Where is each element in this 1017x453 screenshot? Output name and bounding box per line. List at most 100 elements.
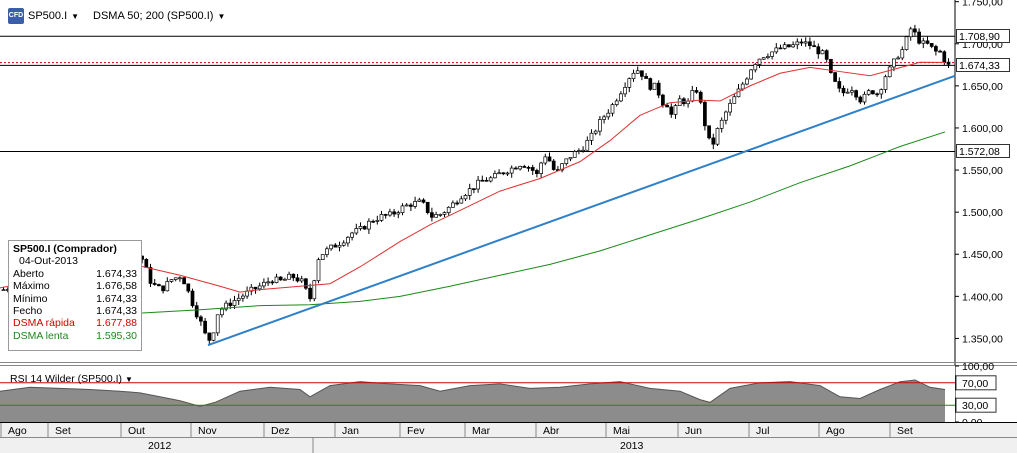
candle-body: [732, 96, 737, 104]
candle-body: [182, 277, 186, 285]
candle-body: [644, 76, 648, 79]
candle-body: [879, 89, 884, 95]
candle-body: [753, 64, 758, 71]
candle-body: [913, 28, 917, 33]
candle-body: [774, 47, 779, 53]
info-row: DSMA lenta 1.595,30: [13, 330, 137, 342]
candle-body: [921, 40, 926, 44]
candle-body: [425, 201, 430, 213]
info-row-value: 1.676,58: [96, 280, 137, 293]
candle-body: [266, 281, 270, 284]
candle-body: [358, 226, 363, 229]
candle-body: [148, 267, 153, 284]
x-tick-label: Nov: [198, 425, 217, 437]
candle-body: [656, 82, 661, 96]
candle-body: [392, 211, 396, 215]
candle-body: [942, 51, 947, 63]
candle-body: [854, 90, 858, 98]
candle-body: [610, 104, 615, 114]
info-date: 04-Out-2013: [19, 255, 78, 268]
candle-body: [488, 177, 493, 182]
candle-body: [740, 83, 745, 90]
candle-body: [455, 202, 459, 205]
info-row: Máximo 1.676,58: [13, 280, 137, 292]
candle-body: [320, 254, 325, 260]
candle-body: [824, 50, 829, 60]
candle-body: [165, 281, 170, 292]
candle-body: [635, 70, 640, 74]
candle-body: [274, 276, 279, 284]
candle-body: [278, 276, 283, 281]
candle-body: [1, 289, 6, 292]
info-box: SP500.I (Comprador) 04-Out-2013 Aberto 1.…: [8, 240, 142, 351]
x-tick-label: Ago: [8, 425, 27, 437]
y-tick-label: 1.550,00: [962, 165, 1003, 177]
info-row: Aberto 1.674,33: [13, 268, 137, 280]
rsi-level-tag: [955, 397, 997, 413]
x-tick-label: Jun: [685, 425, 702, 437]
candle-body: [761, 57, 766, 60]
candle-body: [648, 78, 653, 90]
candle-body: [161, 285, 165, 292]
candle-body: [442, 212, 447, 215]
candle-body: [316, 259, 321, 282]
candle-body: [749, 69, 753, 80]
candle-body: [199, 316, 203, 322]
candle-body: [333, 244, 338, 248]
candle-body: [640, 70, 644, 77]
info-row-label: Mínimo: [13, 292, 48, 305]
candle-body: [850, 90, 854, 93]
candle-body: [564, 158, 569, 165]
candle-body: [707, 125, 711, 139]
candle-body: [421, 199, 426, 203]
candle-body: [572, 151, 577, 158]
candle-body: [694, 90, 699, 93]
candle-body: [925, 40, 930, 44]
symbol-selector[interactable]: CFD SP500.I ▼: [8, 8, 79, 24]
info-title: SP500.I (Comprador): [13, 243, 117, 255]
candle-body: [194, 305, 199, 318]
info-row-value: 1.674,33: [96, 267, 137, 280]
price-tag: 1.572,08: [956, 144, 1010, 159]
candle-body: [871, 90, 875, 95]
candle-body: [820, 50, 825, 55]
candle-body: [766, 56, 770, 59]
x-tick-label: Mar: [472, 425, 491, 437]
candle-body: [241, 295, 245, 299]
candle-body: [938, 50, 942, 53]
candle-body: [795, 41, 800, 46]
candle-body: [308, 287, 312, 300]
year-label: 2012: [148, 440, 172, 452]
candle-body: [803, 41, 808, 44]
candle-body: [589, 132, 594, 141]
indicator-selector[interactable]: DSMA 50; 200 (SP500.I) ▼: [93, 8, 225, 24]
rsi-selector[interactable]: RSI 14 Wilder (SP500.I) ▼: [10, 373, 133, 385]
candle-body: [224, 302, 228, 310]
x-tick-label: Set: [897, 425, 913, 437]
rsi-y-tick-label: 70,00: [962, 378, 988, 390]
rsi-y-tick-label: 100,00: [962, 361, 994, 373]
candle-body: [211, 332, 216, 341]
info-row: Mínimo 1.674,33: [13, 293, 137, 305]
info-row-value: 1.674,33: [96, 292, 137, 305]
x-tick-label: Set: [55, 425, 71, 437]
candle-body: [413, 201, 417, 207]
candle-body: [509, 167, 514, 174]
candle-body: [845, 91, 850, 94]
candle-body: [379, 214, 384, 221]
candle-body: [232, 300, 237, 306]
candle-body: [404, 204, 409, 207]
info-row-label: DSMA lenta: [13, 329, 69, 342]
candle-body: [375, 220, 380, 222]
candle-body: [728, 103, 732, 113]
candle-body: [186, 283, 191, 292]
candle-body: [514, 167, 518, 170]
candle-body: [434, 214, 438, 218]
candle-body: [602, 116, 606, 120]
candle-body: [858, 96, 863, 103]
candle-body: [463, 195, 468, 200]
candle-body: [493, 173, 497, 179]
candle-body: [547, 156, 552, 162]
candle-body: [383, 214, 388, 216]
candle-body: [808, 41, 812, 46]
